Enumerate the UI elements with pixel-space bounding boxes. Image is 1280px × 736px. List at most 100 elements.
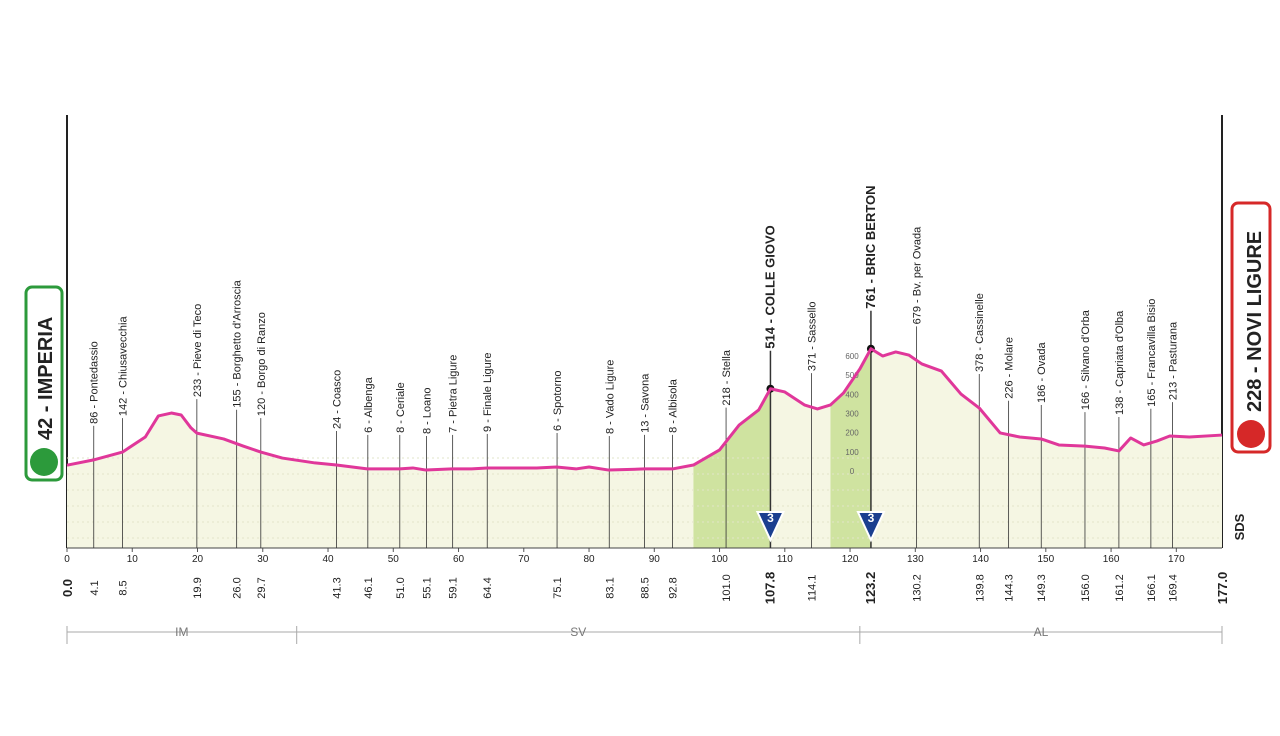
waypoint-label: 24 - Coasco	[332, 370, 344, 429]
waypoint-km: 144.3	[1004, 574, 1016, 602]
waypoint-km: 26.0	[232, 577, 244, 598]
waypoint-label: 8 - Ceriale	[395, 382, 407, 433]
axis-tick-label: 110	[777, 554, 793, 565]
axis-tick-label: 20	[192, 554, 204, 565]
axis-tick-label: 10	[127, 554, 139, 565]
profile-area	[67, 348, 1222, 548]
climb-badge	[856, 511, 886, 543]
waypoint-label: 761 - BRIC BERTON	[863, 185, 878, 308]
waypoint-label: 213 - Pasturana	[1167, 321, 1179, 400]
waypoint-label: 138 - Capriata d'Olba	[1114, 310, 1126, 415]
waypoint-km: 64.4	[482, 577, 494, 598]
climb-zone	[693, 388, 771, 548]
climb-zone	[830, 348, 871, 548]
waypoint-km: 161.2	[1114, 574, 1126, 602]
waypoint-label: 514 - COLLE GIOVO	[762, 225, 777, 349]
waypoint-km: 92.8	[668, 577, 680, 598]
logo: SDS	[1232, 513, 1247, 540]
waypoint-km: 8.5	[117, 580, 129, 595]
axis-tick-label: 100	[711, 554, 728, 565]
waypoint-km: 19.9	[192, 577, 204, 598]
finish-label: 228 - NOVI LIGURE	[1244, 231, 1266, 412]
altitude-tick-label: 300	[845, 410, 859, 419]
waypoint-label: 679 - Bv. per Ovada	[912, 226, 924, 325]
axis-tick-label: 160	[1103, 554, 1120, 565]
axis-tick-label: 30	[257, 554, 269, 565]
climb-category: 3	[868, 511, 875, 525]
axis-tick-label: 130	[907, 554, 924, 565]
waypoint-label: 371 - Sassello	[807, 301, 819, 371]
waypoint-label: 6 - Albenga	[363, 376, 375, 433]
waypoint-km: 51.0	[395, 577, 407, 598]
climb-badge	[755, 511, 786, 543]
waypoint-km: 46.1	[363, 577, 375, 598]
waypoint-km: 4.1	[89, 580, 101, 595]
finish-box	[1230, 201, 1272, 454]
waypoint-label: 233 - Pieve di Teco	[192, 304, 204, 397]
waypoint-label: 8 - Vado Ligure	[604, 360, 616, 434]
climb-category: 3	[767, 511, 774, 525]
waypoint-km: 169.4	[1167, 574, 1179, 602]
waypoint-km: 101.0	[721, 574, 733, 602]
altitude-tick-label: 500	[845, 371, 859, 380]
start-icon	[30, 448, 58, 476]
waypoint-label: 7 - Pietra Ligure	[448, 355, 460, 433]
start-label: 42 - IMPERIA	[35, 317, 57, 440]
axis-tick-label: 70	[518, 554, 530, 565]
waypoint-km: 41.3	[332, 577, 344, 598]
waypoint-label: 13 - Savona	[640, 373, 652, 433]
waypoint-km: 149.3	[1036, 574, 1048, 602]
waypoint-km: 107.8	[762, 572, 777, 605]
waypoint-label: 8 - Albisola	[668, 378, 680, 433]
waypoint-label: 6 - Spotorno	[552, 370, 564, 431]
finish-icon	[1237, 420, 1265, 448]
waypoint-label: 86 - Pontedassio	[89, 341, 101, 424]
axis-tick-label: 40	[322, 554, 334, 565]
profile-line	[66, 347, 1223, 472]
waypoint-km: 59.1	[448, 577, 460, 598]
waypoint-label: 9 - Finale Ligure	[482, 352, 494, 432]
altitude-tick-label: 0	[850, 467, 855, 476]
start-km: 0.0	[60, 579, 75, 597]
axis-tick-label: 140	[972, 554, 989, 565]
waypoint-label: 8 - Loano	[422, 388, 434, 434]
axis-tick-label: 90	[649, 554, 661, 565]
axis-tick-label: 60	[453, 554, 465, 565]
province-label: SV	[570, 625, 586, 639]
waypoint-label: 142 - Chiusavecchia	[117, 316, 129, 417]
finish-km: 177.0	[1215, 572, 1230, 605]
axis-tick-label: 120	[842, 554, 859, 565]
waypoint-label: 378 - Cassinelle	[974, 293, 986, 372]
axis-tick-label: 80	[583, 554, 595, 565]
waypoint-km: 139.8	[974, 574, 986, 602]
province-label: IM	[175, 625, 188, 639]
axis-tick-label: 0	[64, 554, 70, 565]
waypoint-km: 166.1	[1146, 574, 1158, 602]
waypoint-km: 29.7	[256, 577, 268, 598]
start-box	[24, 285, 64, 482]
waypoint-km: 156.0	[1080, 574, 1092, 602]
waypoint-km: 55.1	[422, 577, 434, 598]
waypoint-label: 218 - Stella	[721, 349, 733, 406]
waypoint-label: 186 - Ovada	[1036, 342, 1048, 403]
waypoint-km: 130.2	[912, 574, 924, 602]
axis-tick-label: 170	[1168, 554, 1185, 565]
altitude-tick-label: 200	[845, 429, 859, 438]
waypoint-label: 226 - Molare	[1004, 337, 1016, 399]
waypoint-label: 166 - Silvano d'Orba	[1080, 309, 1092, 410]
waypoint-km: 88.5	[640, 577, 652, 598]
waypoint-label: 155 - Borghetto d'Arroscia	[232, 279, 244, 407]
altitude-tick-label: 100	[845, 448, 859, 457]
waypoint-km: 114.1	[807, 575, 819, 602]
waypoint-km: 83.1	[604, 577, 616, 598]
waypoint-label: 120 - Borgo di Ranzo	[256, 312, 268, 416]
waypoint-km: 75.1	[552, 577, 564, 598]
waypoint-km: 123.2	[863, 572, 878, 605]
waypoint-label: 165 - Francavilla Bisio	[1146, 299, 1158, 407]
altitude-tick-label: 400	[845, 390, 859, 399]
province-label: AL	[1034, 625, 1049, 639]
axis-tick-label: 50	[388, 554, 400, 565]
axis-tick-label: 150	[1037, 554, 1054, 565]
